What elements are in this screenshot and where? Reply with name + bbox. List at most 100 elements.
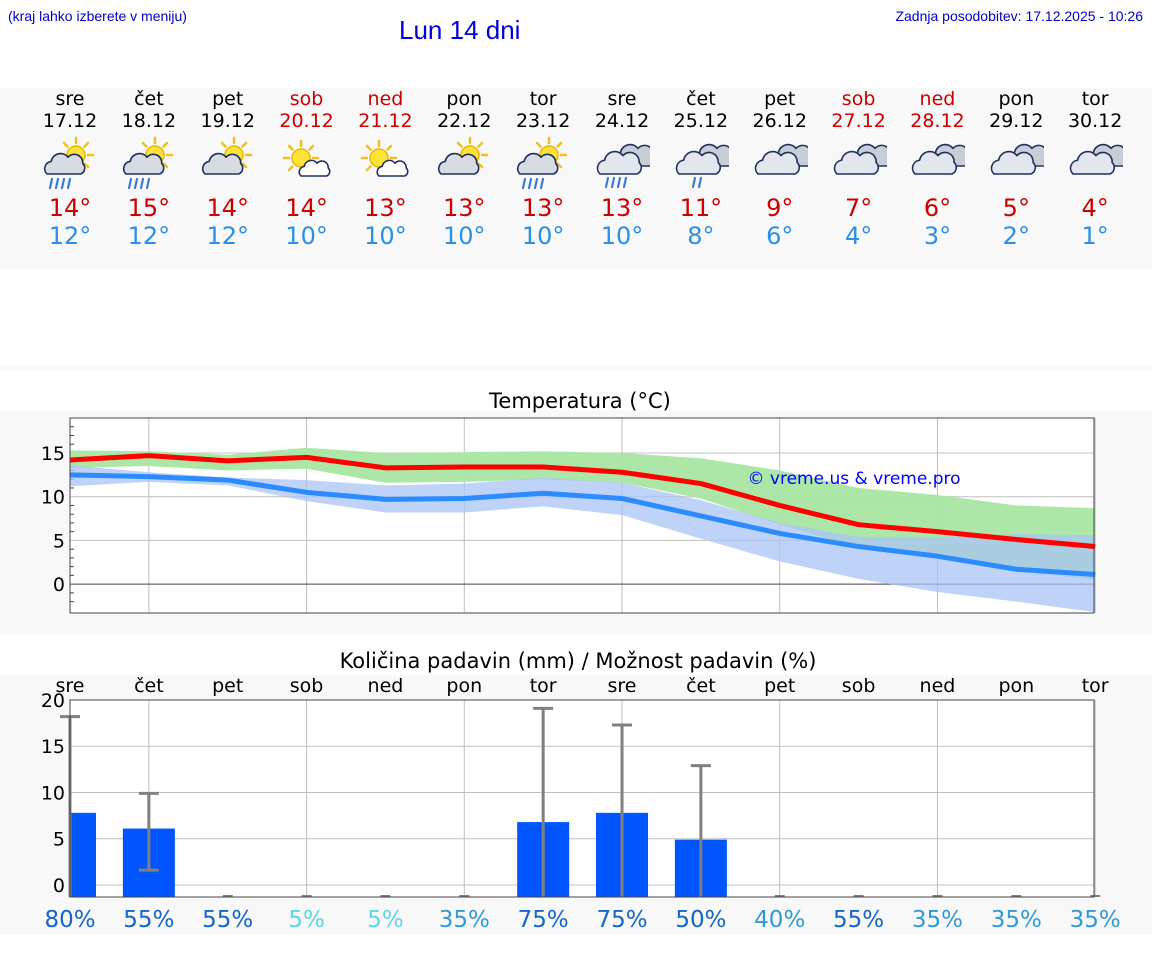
precip-chance-label: 5% xyxy=(367,907,404,933)
sun-small-cloud-icon xyxy=(282,139,331,177)
day-date: 20.12 xyxy=(279,110,334,132)
temp-ytick: 10 xyxy=(41,487,65,509)
temp-ytick: 0 xyxy=(53,574,65,596)
temp-plot-frame xyxy=(69,417,1095,614)
clouds-icon xyxy=(912,143,966,175)
forecast-day: tor 30.12 4° 1° xyxy=(1055,88,1135,250)
max-range-band xyxy=(70,447,1096,580)
max-temp: 5° xyxy=(1002,194,1030,222)
precip-chance-label: 40% xyxy=(754,907,805,933)
precip-plot-frame xyxy=(69,699,1095,898)
day-date: 19.12 xyxy=(200,110,255,132)
day-name: tor xyxy=(1081,88,1109,110)
precip-day-label: pon xyxy=(446,675,482,697)
sun-small-cloud-icon xyxy=(361,139,409,177)
max-temp: 13° xyxy=(600,194,644,222)
sun-cloud-rain-icon xyxy=(122,136,174,190)
precip-chance-label: 80% xyxy=(44,907,95,933)
precip-plot-area xyxy=(70,700,1094,897)
forecast-strip: sre 17.12 14° 12° čet 18.12 15° 12° pet 19.12 14° 1… xyxy=(0,88,1152,270)
precip-chance-label: 35% xyxy=(991,907,1042,933)
precip-chart-title: Količina padavin (mm) / Možnost padavin … xyxy=(340,649,817,673)
forecast-day: čet 25.12 11° 8° xyxy=(661,88,741,250)
forecast-day: pon 29.12 5° 2° xyxy=(976,88,1056,250)
day-name: ned xyxy=(367,88,404,110)
min-temp: 12° xyxy=(48,222,92,250)
max-temp: 14° xyxy=(48,194,92,222)
day-date: 28.12 xyxy=(910,110,965,132)
day-name: pet xyxy=(764,88,796,110)
sun-cloud-rain-icon xyxy=(517,136,568,190)
day-date: 22.12 xyxy=(437,110,492,132)
forecast-day: sre 24.12 13° 10° xyxy=(582,88,662,250)
day-name: pet xyxy=(212,88,244,110)
precip-day-label: pet xyxy=(212,675,243,697)
forecast-day: pon 22.12 13° 10° xyxy=(424,88,504,250)
max-temp: 9° xyxy=(766,194,794,222)
precip-chance-label: 55% xyxy=(833,907,884,933)
day-date: 29.12 xyxy=(989,110,1044,132)
max-temp-line xyxy=(69,453,1096,550)
min-temp: 3° xyxy=(923,222,952,250)
max-temp: 7° xyxy=(844,194,873,222)
precip-chance-label: 35% xyxy=(439,907,490,933)
min-temp: 12° xyxy=(127,222,171,250)
precip-chance-label: 50% xyxy=(675,907,726,933)
day-name: sob xyxy=(289,88,324,110)
min-temp: 10° xyxy=(285,222,328,250)
max-temp: 13° xyxy=(443,194,486,222)
max-temp: 15° xyxy=(127,194,171,222)
min-temp: 10° xyxy=(364,222,407,250)
day-name: sre xyxy=(55,88,85,110)
page-title: Lun 14 dni xyxy=(399,15,521,45)
precip-ytick: 20 xyxy=(41,690,65,712)
day-name: sob xyxy=(841,88,876,110)
day-date: 17.12 xyxy=(42,110,98,132)
precip-ytick: 15 xyxy=(41,736,65,758)
precip-chance-label: 75% xyxy=(596,907,647,933)
day-name: pon xyxy=(446,88,483,110)
precip-ytick: 10 xyxy=(41,782,65,804)
precip-day-label: sob xyxy=(290,675,324,697)
precip-day-label: sre xyxy=(56,675,85,697)
clouds-icon xyxy=(754,143,808,175)
cloud-light-rain-icon xyxy=(675,143,729,189)
precip-day-label: tor xyxy=(530,675,557,697)
max-temp: 4° xyxy=(1081,194,1109,222)
forecast-day: sob 20.12 14° 10° xyxy=(267,88,347,250)
forecast-day: sre 17.12 14° 12° xyxy=(30,88,110,250)
location-hint: (kraj lahko izberete v meniju) xyxy=(8,8,187,24)
precip-chance-label: 5% xyxy=(288,907,325,933)
day-name: čet xyxy=(686,88,716,110)
precip-ytick: 5 xyxy=(53,829,65,851)
sun-cloud-icon xyxy=(201,136,252,175)
precip-day-label: tor xyxy=(1082,675,1109,697)
min-temp: 10° xyxy=(600,222,644,250)
min-temp: 10° xyxy=(521,222,565,250)
precip-day-label: sob xyxy=(842,675,876,697)
precip-ytick: 0 xyxy=(53,875,65,897)
precip-chance-label: 55% xyxy=(123,907,174,933)
max-temp: 13° xyxy=(521,194,565,222)
max-temp: 13° xyxy=(364,194,407,222)
clouds-icon xyxy=(833,143,887,175)
day-date: 25.12 xyxy=(673,110,729,132)
precip-day-label: pon xyxy=(998,675,1034,697)
precip-chance-label: 75% xyxy=(518,907,569,933)
sun-cloud-rain-icon xyxy=(43,136,95,190)
max-temp: 11° xyxy=(679,194,723,222)
precip-bar xyxy=(70,812,96,897)
min-temp: 2° xyxy=(1002,222,1030,250)
min-temp: 12° xyxy=(206,222,249,250)
day-name: tor xyxy=(529,88,557,110)
precip-day-label: sre xyxy=(608,675,637,697)
day-name: ned xyxy=(919,88,956,110)
forecast-day: pet 19.12 14° 12° xyxy=(188,88,268,250)
min-temp-line xyxy=(69,472,1096,578)
forecast-day: sob 27.12 7° 4° xyxy=(819,88,899,250)
temp-ytick: 15 xyxy=(41,443,65,465)
watermark: © vreme.us & vreme.pro xyxy=(747,469,960,489)
day-date: 27.12 xyxy=(831,110,886,132)
forecast-day: pet 26.12 9° 6° xyxy=(740,88,820,250)
precip-chance-label: 55% xyxy=(202,907,253,933)
